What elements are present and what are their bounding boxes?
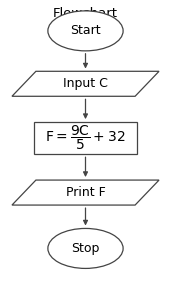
Text: $\mathrm{F} = \dfrac{9\mathrm{C}}{5} + 32$: $\mathrm{F} = \dfrac{9\mathrm{C}}{5} + 3… — [45, 124, 126, 152]
Text: Input C: Input C — [63, 77, 108, 90]
Text: Stop: Stop — [71, 242, 100, 255]
Bar — [34, 122, 137, 154]
Text: Print F: Print F — [66, 186, 105, 199]
Polygon shape — [12, 180, 159, 205]
Ellipse shape — [48, 228, 123, 268]
Text: Start: Start — [70, 24, 101, 37]
Ellipse shape — [48, 11, 123, 51]
Text: Flowchart: Flowchart — [53, 7, 118, 20]
Polygon shape — [12, 71, 159, 96]
